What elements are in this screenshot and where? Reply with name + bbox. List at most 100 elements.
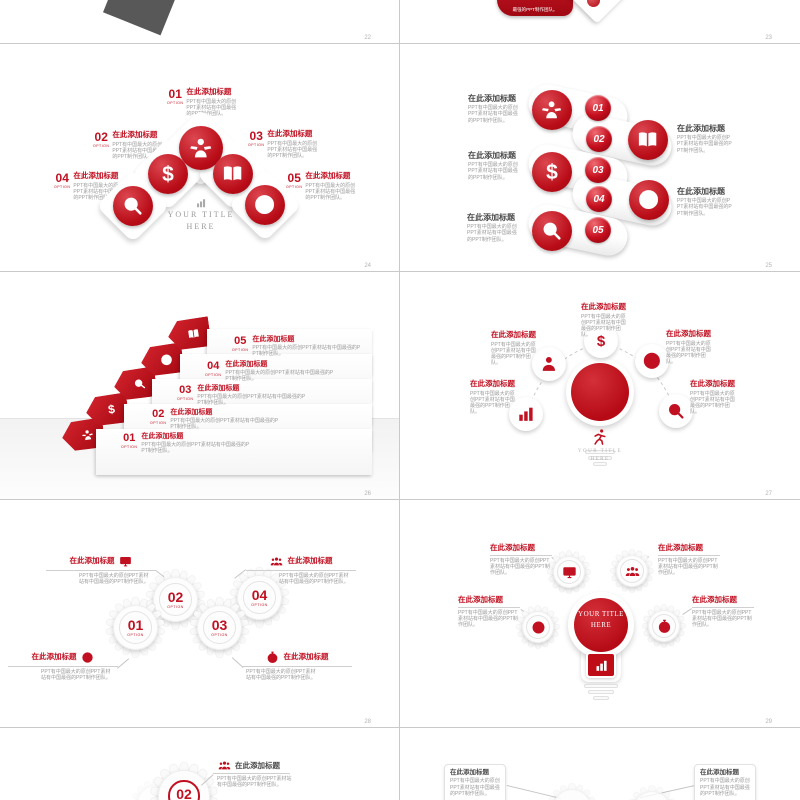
item-desc: PPT有中国最大的原创PPT素材站有中国最强的PPT制作团队。 — [197, 394, 306, 407]
gear-shape — [643, 605, 685, 647]
dollar-icon: $ — [148, 154, 188, 194]
item-title: 在此添加标题 — [470, 379, 515, 388]
item-title: 在此添加标题 — [468, 94, 516, 103]
slide-thumb-26[interactable]: $ 01 OPTION 在此添加标题 PPT有中国最大的原创PPT素材站有中国最强的… — [0, 272, 399, 499]
monitor-chart-icon — [558, 561, 580, 583]
bulb-base-ring — [585, 450, 615, 454]
page-number: 25 — [765, 263, 772, 269]
item-title: 在此添加标题 — [690, 379, 735, 388]
item-title: 在此添加标题 — [141, 433, 184, 440]
item-desc: PPT有中国最大的原创PPT素材站有中国最强的PPT制作团队。 — [470, 390, 515, 416]
bulb-red-circle — [571, 363, 629, 421]
slide-thumb-25[interactable]: $ 01 02 03 04 05 在此添加标题 PPT有中国最大的原创PPT素材站… — [400, 44, 800, 271]
slide-thumb-31[interactable]: 在此添加标题 PPT有中国最大的原创PPT素材站有中国最强的PPT制作团队。 在… — [400, 728, 800, 800]
dollar-icon: $ — [584, 324, 618, 358]
item-title: 在此添加标题 — [73, 171, 119, 180]
option-number: 02 — [152, 408, 165, 420]
connector-line — [682, 608, 692, 615]
option-number: 03 — [211, 617, 228, 633]
option-number: 03 — [179, 384, 192, 396]
item-title: 在此添加标题 — [287, 555, 333, 565]
option-label: OPTION — [232, 348, 249, 352]
item-callout: 在此添加标题 PPT有中国最大的原创PPT素材站有中国最强的PPT制作团队。 — [467, 213, 517, 243]
item-desc: PPT有中国最大的原创PPT素材站有中国最强的PPT制作团队。 — [467, 224, 517, 243]
gear-center: 02 OPTION — [168, 780, 200, 800]
item-title: 在此添加标题 — [491, 330, 536, 339]
item-title: 在此添加标题 — [112, 130, 158, 139]
item-title: 在此添加标题 — [305, 171, 351, 180]
item-title: 在此添加标题 — [700, 769, 739, 776]
people-icon — [621, 560, 643, 582]
item-title: 在此添加标题 — [252, 336, 295, 343]
item-callout: 在此添加标题 PPT有中国最大的原创PPT素材站有中国最强的PPT制作团队。 — [246, 555, 356, 586]
bulb-base-ring — [593, 696, 609, 700]
gear-shape — [611, 550, 653, 592]
stopwatch-icon — [266, 651, 280, 663]
option-label: OPTION — [286, 185, 303, 189]
slide-thumb-22[interactable]: 22 — [0, 0, 399, 43]
book-icon — [166, 316, 212, 352]
center-label: YOUR TITLE HERE — [160, 196, 242, 232]
option-label: OPTION — [121, 445, 138, 449]
option-callout: 04 OPTION 在此添加标题 PPT有中国最大的原创PPT素材站有中国最强的PP… — [54, 171, 125, 201]
slide-thumb-23[interactable]: 最强的PPT制作团队。 23 — [400, 0, 800, 43]
option-callout: 05 OPTION 在此添加标题 PPT有中国最大的原创PPT素材站有中国最强的PP… — [286, 171, 357, 202]
slide-thumb-30[interactable]: 02 OPTION 在此添加标题 PPT有中国最大的原创PPT素材站有中国最强的… — [0, 728, 399, 800]
your-title-line2: HERE — [590, 621, 612, 630]
item-title: 在此添加标题 — [692, 595, 754, 608]
option-label: OPTION — [251, 603, 268, 607]
option-callout: 04 OPTION 在此添加标题 PPT有中国最大的原创PPT素材站有中国最强的PP… — [205, 361, 333, 383]
item-desc: PPT有中国最大的原创PPT素材站有中国最强的PPT制作团队。 — [41, 669, 111, 682]
bulb-base-ring — [584, 684, 618, 688]
page-number: 26 — [364, 491, 371, 497]
slide-thumb-24[interactable]: 01 OPTION 在此添加标题 PPT有中国最大的原创PPT素材站有中国最强的PP… — [0, 44, 399, 271]
option-number: 04 — [55, 171, 69, 185]
gear-center: 03 OPTION — [202, 610, 237, 645]
item-title: 在此添加标题 — [658, 543, 720, 556]
item-title: 在此添加标题 — [267, 129, 313, 138]
item-desc: PPT有中国最大的原创PPT素材站有中国最强的PPT制作团队。 — [658, 557, 718, 577]
item-title: 在此添加标题 — [490, 543, 552, 556]
item-desc: PPT有中国最大的原创PPT素材站有中国最强的PPT制作团队。 — [141, 442, 250, 455]
item-desc: PPT有中国最大的原创PPT素材站有中国最强的PPT制作团队。 — [217, 776, 292, 789]
book-icon — [628, 120, 668, 160]
item-desc: PPT有中国最大的原创PPT素材站有中国最强的PPT制作团队。 — [700, 778, 750, 797]
your-title-line1: YOUR TITLE — [578, 610, 624, 618]
item-desc: PPT有中国最大的原创PPT素材站有中国最强的PPT制作团队。 — [692, 609, 752, 629]
chart-bars-icon — [586, 652, 616, 678]
item-desc: PPT有中国最大的原创PPT素材站有中国最强的PPT制作团队。 — [677, 198, 732, 217]
slide-thumb-29[interactable]: YOUR TITLE HERE 在此添加标题 PPT有中国最大的原创PPT素材站有… — [400, 500, 800, 727]
option-number: 02 — [176, 785, 192, 800]
bulb-base-ring — [588, 456, 612, 460]
item-desc: PPT有中国最大的原创PPT素材站有中国最强的PPT制作团队。 — [305, 182, 356, 202]
search-icon — [659, 394, 693, 428]
item-callout: 在此添加标题 PPT有中国最大的原创PPT素材站有中国最强的PPT制作团队。 — [490, 543, 552, 576]
option-label: OPTION — [127, 633, 144, 637]
gear-face — [553, 789, 591, 800]
slide-thumb-28[interactable]: 02 OPTION 04 OPTION 01 OPTION 03 OPTION 在此添加… — [0, 500, 399, 727]
item-callout: 在此添加标题 PPT有中国最大的原创PPT素材站有中国最强的PPT制作团队。 — [470, 379, 518, 416]
stopwatch-icon — [653, 615, 675, 637]
chart-bars-icon — [509, 397, 543, 431]
clock-icon — [635, 344, 669, 378]
option-callout: 05 OPTION 在此添加标题 PPT有中国最大的原创PPT素材站有中国最强的PP… — [232, 336, 360, 358]
underline — [46, 570, 156, 571]
slide-thumb-27[interactable]: YOUR TITLE HERE $ 在此添加标题 PPT有中国最大的原创PPT素材… — [400, 272, 800, 499]
option-number: 02 — [167, 589, 184, 605]
gear-center: 02 OPTION — [158, 582, 193, 617]
item-title: 在此添加标题 — [31, 651, 77, 661]
item-title: 在此添加标题 — [186, 87, 232, 96]
item-desc: PPT有中国最大的原创PPT素材站有中国最强的PPT制作团队。 — [225, 370, 334, 383]
option-label: OPTION — [167, 101, 184, 105]
item-desc: PPT有中国最大的原创PPT素材站有中国最强的PPT制作团队。 — [246, 669, 316, 682]
item-callout: 在此添加标题 PPT有中国最大的原创PPT素材站有中国最强的PPT制作团队。 — [658, 543, 720, 577]
item-desc: PPT有中国最大的原创PPT素材站有中国最强的PPT制作团队。 — [666, 340, 711, 366]
option-number: 02 — [94, 130, 108, 144]
gear-center: 01 OPTION — [118, 610, 153, 645]
underline — [8, 666, 118, 667]
your-title-line2: HERE — [186, 221, 216, 231]
option-number: 03 — [249, 129, 263, 143]
item-title: 在此添加标题 — [197, 385, 240, 392]
your-title-line1: YOUR TITLE — [167, 210, 235, 219]
people-icon — [217, 759, 231, 771]
